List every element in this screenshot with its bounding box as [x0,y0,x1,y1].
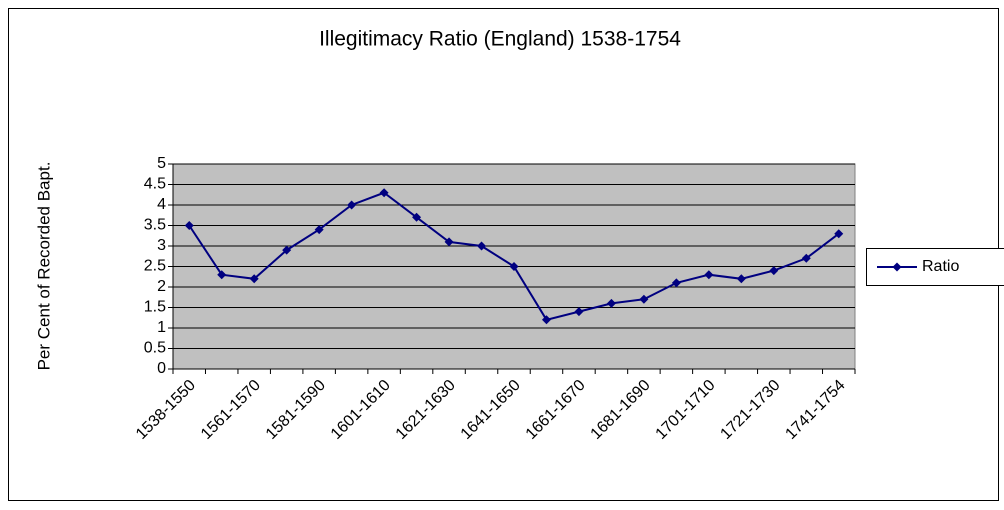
y-tick-label: 4.5 [144,176,166,193]
data-point [314,225,324,235]
data-point [509,262,519,271]
y-tick-label: 3.5 [144,217,166,234]
data-point [704,270,714,280]
legend: Ratio [866,248,1004,286]
data-point [217,270,227,280]
data-point [541,315,551,325]
data-point [282,245,292,255]
data-point [574,307,584,317]
data-point [184,221,194,230]
data-point [769,266,779,276]
data-point [444,237,454,247]
data-point [671,278,681,288]
data-point [606,298,616,308]
data-point [347,200,357,210]
data-point [477,241,487,251]
y-tick-label: 1.5 [144,299,166,316]
data-point [249,274,259,284]
y-tick-label: 2.5 [144,258,166,275]
data-point [379,188,389,198]
data-point [736,274,746,284]
data-point [834,229,844,239]
data-point [801,253,811,263]
data-point [412,212,422,222]
data-point [639,294,649,304]
y-axis-label: Per Cent of Recorded Bapt. [34,162,53,371]
y-tick-label: 1 [157,319,166,336]
legend-label: Ratio [922,258,959,275]
chart-title: Illegitimacy Ratio (England) 1538-1754 [319,28,681,51]
y-tick-label: 5 [157,155,166,172]
y-tick-label: 4 [157,196,166,213]
y-tick-label: 3 [157,237,166,254]
y-tick-label: 2 [157,278,166,295]
legend-marker [892,262,902,272]
y-tick-label: 0 [157,360,166,377]
y-tick-label: 0.5 [144,340,166,357]
